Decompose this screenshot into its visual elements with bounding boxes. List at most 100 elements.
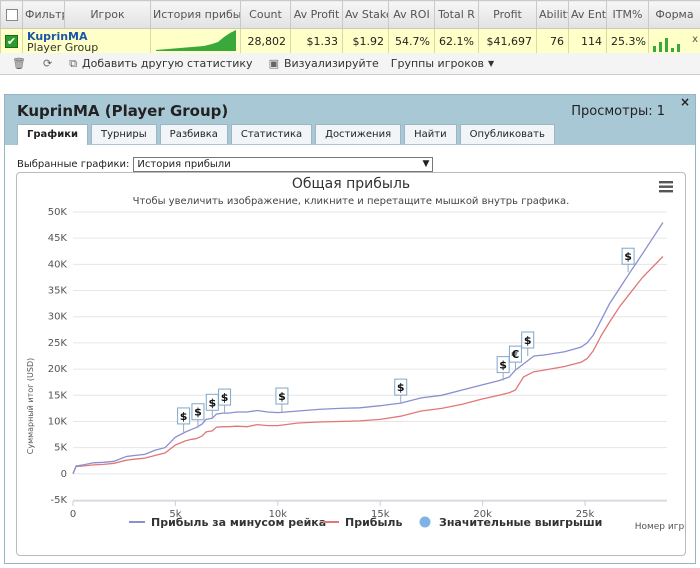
marker-flag: [177, 407, 191, 425]
visualize-label: Визуализируйте: [283, 57, 379, 70]
big-win-marker: $: [275, 387, 289, 413]
x-tick-label: 10k: [269, 509, 288, 520]
chart-title: Общая прибыль: [292, 176, 410, 192]
marker-symbol: $: [499, 359, 507, 372]
col-filter[interactable]: Фильтр: [22, 0, 65, 29]
x-tick-label: 0: [70, 509, 76, 520]
x-tick-label: 5k: [169, 509, 181, 520]
profit-value: $41,697: [478, 28, 537, 55]
row-checkbox[interactable]: ✔: [0, 28, 23, 55]
col-count[interactable]: Count: [240, 0, 291, 29]
close-icon[interactable]: ×: [679, 95, 690, 109]
y-tick-label: 40K: [48, 259, 68, 270]
y-tick-label: 50K: [48, 207, 68, 218]
col-ability[interactable]: Ability: [536, 0, 569, 29]
table-toolbar: 🗑 ⟳ ⧉ Добавить другую статистику ▣ Визуа…: [0, 53, 700, 75]
big-win-marker: $: [218, 388, 232, 414]
tab-publish[interactable]: Опубликовать: [459, 124, 555, 144]
legend-label: Прибыль за минусом рейка: [151, 516, 326, 529]
col-profit-history[interactable]: История прибыли: [150, 0, 241, 29]
player-groups-label: Группы игроков: [390, 57, 485, 70]
table-row[interactable]: ✔ KuprinMA Player Group 28,802 $1.33 $1.…: [0, 28, 700, 55]
big-win-marker: $: [394, 378, 408, 404]
profit-sparkline: [150, 28, 241, 55]
big-win-marker: $: [496, 356, 510, 381]
marker-flag: [508, 345, 522, 363]
y-tick-label: 25K: [48, 338, 68, 349]
marker-flag: [191, 403, 205, 421]
marker-symbol: $: [524, 334, 532, 347]
player-name[interactable]: KuprinMA: [27, 30, 88, 43]
menu-icon[interactable]: [659, 181, 673, 193]
big-win-marker: $: [521, 331, 535, 356]
add-stat-label: Добавить другую статистику: [82, 57, 253, 70]
tab-find[interactable]: Найти: [404, 124, 457, 144]
legend-item[interactable]: Прибыль: [323, 516, 402, 529]
col-profit[interactable]: Profit: [478, 0, 537, 29]
marker-symbol: $: [397, 381, 405, 394]
marker-flag: [394, 378, 408, 396]
delete-button[interactable]: 🗑: [12, 57, 31, 70]
tab-achievements[interactable]: Достижения: [315, 124, 402, 144]
player-group: Player Group: [27, 41, 99, 54]
y-tick-label: 20K: [48, 364, 68, 375]
col-av-stake[interactable]: Av Stake: [342, 0, 389, 29]
y-tick-label: 35K: [48, 286, 68, 297]
chart-legend: Прибыль за минусом рейка Прибыль Значитель…: [129, 516, 602, 529]
visualize-button[interactable]: ▣ Визуализируйте: [269, 57, 379, 70]
chart-selector-label: Выбранные графики:: [17, 159, 130, 170]
big-win-marker: $: [621, 247, 635, 273]
add-stat-button[interactable]: ⧉ Добавить другую статистику: [69, 57, 252, 71]
marker-symbol: $: [221, 391, 229, 404]
series-line-net: [72, 222, 664, 475]
tab-statistics[interactable]: Статистика: [230, 124, 313, 144]
stats-table: Фильтр Игрок История прибыли Count Av Pr…: [0, 0, 700, 55]
form-cell: x: [648, 28, 700, 55]
y-axis-label: Суммарный итог (USD): [26, 358, 35, 455]
col-itm[interactable]: ITM%: [606, 0, 649, 29]
big-win-marker: $: [177, 407, 191, 432]
x-axis-label: Номер игры: [635, 522, 685, 532]
col-av-roi[interactable]: Av ROI: [388, 0, 435, 29]
y-tick-label: 0: [61, 469, 67, 480]
tab-tournaments[interactable]: Турниры: [91, 124, 157, 144]
profit-chart[interactable]: Общая прибыль Чтобы увеличить изображени…: [17, 173, 685, 555]
chart-selector-row: Выбранные графики: История прибыли ▼: [17, 157, 434, 172]
marker-symbol: $: [278, 390, 286, 403]
player-groups-menu[interactable]: Группы игроков ▼: [391, 57, 494, 70]
player-cell[interactable]: KuprinMA Player Group: [22, 28, 151, 55]
col-total-roi[interactable]: Total R: [434, 0, 479, 29]
marker-symbol: $: [180, 410, 188, 423]
tab-breakdown[interactable]: Разбивка: [159, 124, 228, 144]
select-all-checkbox[interactable]: [0, 0, 23, 29]
marker-symbol: $: [208, 396, 216, 409]
remove-row-icon[interactable]: x: [692, 34, 698, 45]
y-tick-label: 5K: [54, 443, 67, 454]
chart-selector[interactable]: История прибыли ▼: [133, 157, 434, 172]
col-av-profit[interactable]: Av Profit: [290, 0, 343, 29]
x-tick-label: 15k: [371, 509, 390, 520]
panel-tabs: Графики Турниры Разбивка Статистика Дост…: [17, 124, 558, 145]
checkmark-icon[interactable]: ✔: [5, 35, 18, 49]
col-form[interactable]: Форма: [648, 0, 700, 29]
marker-flag: [275, 387, 289, 405]
refresh-button[interactable]: ⟳: [43, 57, 57, 70]
dropdown-arrow-icon: ▼: [488, 59, 495, 68]
legend-item[interactable]: Прибыль за минусом рейка: [129, 516, 326, 529]
big-win-marker: $: [191, 403, 205, 428]
tab-charts[interactable]: Графики: [17, 124, 89, 145]
legend-swatch: [419, 516, 431, 528]
chevron-down-icon: ▼: [422, 159, 430, 169]
y-tick-label: -5K: [50, 495, 67, 506]
checkbox-icon[interactable]: [5, 9, 18, 21]
chart-container[interactable]: Общая прибыль Чтобы увеличить изображени…: [16, 172, 686, 556]
col-av-entrants[interactable]: Av Ent: [568, 0, 607, 29]
series-line-profit: [72, 256, 664, 475]
itm-value: 25.3%: [606, 28, 649, 55]
legend-item[interactable]: Значительные выигрыши: [419, 516, 603, 529]
form-bars-graphic: [653, 38, 680, 52]
col-player[interactable]: Игрок: [64, 0, 151, 29]
y-tick-label: 15K: [48, 390, 68, 401]
chart-selector-value: История прибыли: [137, 159, 231, 170]
legend-label: Прибыль: [345, 516, 402, 529]
